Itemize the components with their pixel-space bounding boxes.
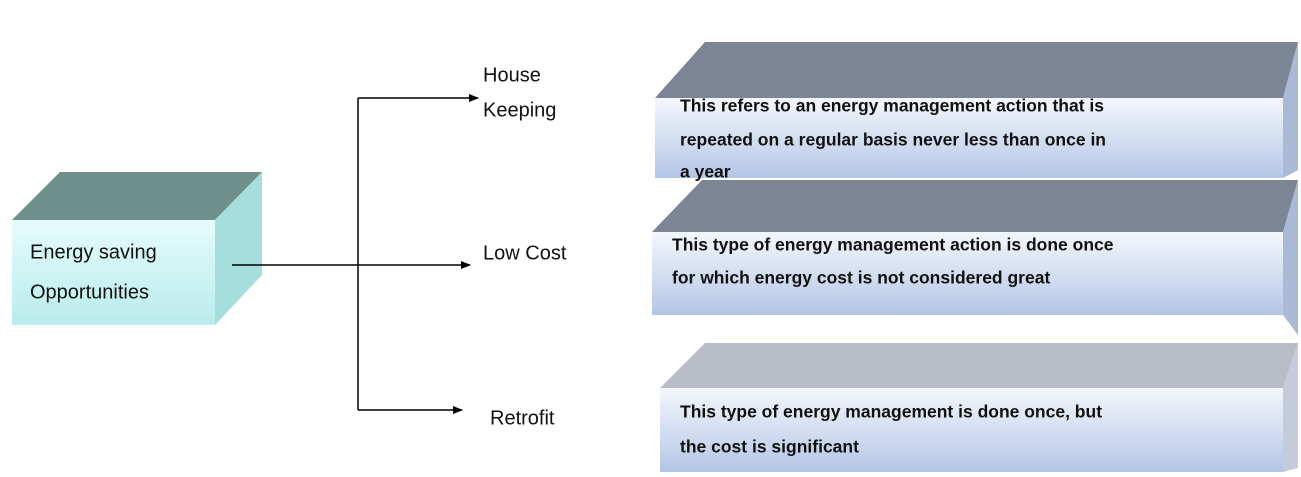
description-line: for which energy cost is not considered … xyxy=(672,268,1050,288)
description-line: repeated on a regular basis never less t… xyxy=(680,130,1106,150)
branch-label: Keeping xyxy=(483,99,556,121)
branch-label: House xyxy=(483,64,541,86)
description-line: a year xyxy=(680,162,731,182)
description-line: This type of energy management action is… xyxy=(672,235,1114,255)
branch-label: Retrofit xyxy=(490,407,555,429)
branch-label: Low Cost xyxy=(483,242,567,264)
description-line: This refers to an energy management acti… xyxy=(680,96,1104,116)
source-label: Energy saving xyxy=(30,241,157,263)
description-line: This type of energy management is done o… xyxy=(680,402,1102,422)
description-box xyxy=(652,180,1298,335)
description-line: the cost is significant xyxy=(680,437,859,457)
connectors xyxy=(232,94,479,414)
description-box xyxy=(660,343,1298,472)
source-label: Opportunities xyxy=(30,281,149,303)
description-box xyxy=(655,42,1298,178)
source-box xyxy=(12,172,262,325)
